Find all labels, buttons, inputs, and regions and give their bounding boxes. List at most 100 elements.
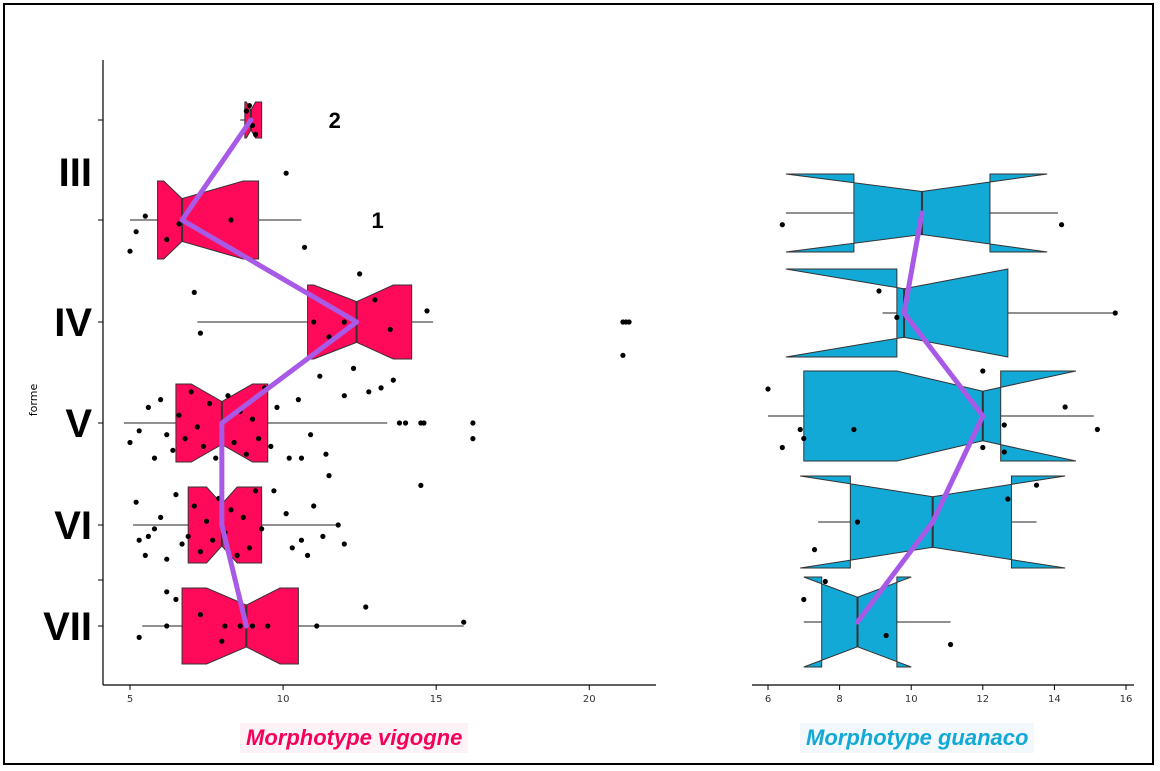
left-data-point xyxy=(470,420,476,426)
right-data-point xyxy=(851,426,857,433)
right-panel: 6 8 10 12 14 16 xyxy=(752,173,1134,705)
right-data-point xyxy=(894,314,900,320)
left-data-point xyxy=(173,596,179,603)
left-data-point xyxy=(246,103,253,109)
left-data-point xyxy=(164,623,170,629)
right-data-point xyxy=(876,288,882,294)
right-data-point xyxy=(801,435,807,442)
left-data-point xyxy=(176,412,182,418)
left-data-point xyxy=(191,503,197,509)
right-data-point xyxy=(854,519,861,525)
left-data-point xyxy=(133,499,139,505)
right-x-tick-label: 10 xyxy=(905,694,918,705)
left-data-point xyxy=(620,352,626,358)
left-data-point xyxy=(142,213,148,219)
left-data-point xyxy=(219,638,225,644)
left-data-point xyxy=(255,436,262,442)
right-data-point xyxy=(1033,482,1040,488)
left-x-tick-label: 20 xyxy=(583,694,596,705)
left-data-point xyxy=(286,455,292,461)
right-data-point xyxy=(779,444,785,451)
right-data-point xyxy=(1005,496,1011,502)
left-data-point xyxy=(158,397,164,403)
left-data-point xyxy=(210,537,216,543)
left-data-point xyxy=(240,514,246,521)
left-data-point xyxy=(320,533,326,540)
right-x-tick-label: 6 xyxy=(765,694,771,705)
group-label: V xyxy=(65,402,92,446)
right-box xyxy=(785,268,1009,358)
left-data-point xyxy=(225,393,231,399)
left-data-point xyxy=(237,623,243,629)
left-data-point xyxy=(158,514,164,521)
right-x-tick-label: 16 xyxy=(1120,694,1133,705)
left-data-point xyxy=(301,244,308,250)
group-label: VII xyxy=(43,605,92,649)
left-data-point xyxy=(222,623,228,629)
left-data-point xyxy=(341,541,347,547)
left-data-point xyxy=(265,623,271,629)
left-data-point xyxy=(402,420,409,426)
right-x-tick-label: 12 xyxy=(976,694,989,705)
left-data-point xyxy=(191,289,197,295)
left-data-point xyxy=(289,545,295,551)
right-data-point xyxy=(765,386,771,392)
right-x-tick-label: 14 xyxy=(1048,694,1061,705)
left-data-point xyxy=(164,589,170,595)
right-median-trend-line xyxy=(855,210,986,625)
left-data-point xyxy=(295,397,301,403)
right-data-point xyxy=(1112,310,1118,316)
left-data-point xyxy=(249,122,256,128)
left-data-point xyxy=(326,334,332,340)
right-data-point xyxy=(797,426,803,433)
right-data-point xyxy=(779,222,785,228)
left-data-point xyxy=(179,541,185,547)
left-data-point xyxy=(249,416,256,422)
left-data-point xyxy=(341,393,347,399)
right-box xyxy=(785,173,1048,253)
left-data-point xyxy=(228,217,234,223)
group-label: IV xyxy=(54,301,92,345)
left-x-tick-label: 15 xyxy=(430,694,443,705)
left-group-note: 2 xyxy=(329,108,341,133)
left-data-point xyxy=(252,131,259,137)
left-data-point xyxy=(194,424,200,430)
left-data-point xyxy=(317,373,323,379)
left-data-point xyxy=(341,319,347,325)
left-data-point xyxy=(231,439,237,446)
left-data-point xyxy=(197,330,204,336)
right-data-point xyxy=(822,578,828,585)
left-data-point xyxy=(234,552,240,559)
left-data-point xyxy=(176,221,182,227)
left-data-point xyxy=(127,248,133,254)
left-data-point xyxy=(311,319,317,325)
left-data-point xyxy=(249,623,256,629)
right-data-point xyxy=(1062,404,1068,410)
left-data-point xyxy=(461,619,467,625)
left-data-point xyxy=(228,507,234,513)
left-data-point xyxy=(200,443,207,449)
left-x-tick-label: 5 xyxy=(127,694,133,705)
left-data-point xyxy=(145,404,151,410)
left-box xyxy=(157,180,260,260)
left-data-point xyxy=(470,436,476,442)
right-data-point xyxy=(801,596,807,603)
left-data-point xyxy=(314,623,320,629)
right-data-point xyxy=(1058,222,1065,228)
left-data-point xyxy=(151,455,158,461)
left-data-point xyxy=(357,271,363,277)
left-median-trend-line xyxy=(179,117,360,629)
left-data-point xyxy=(396,420,403,426)
right-box xyxy=(803,370,1076,462)
left-data-point xyxy=(185,533,191,540)
left-panel: forme III IV V VI VII 5 10 15 20 2 1 xyxy=(27,60,656,705)
left-data-point xyxy=(424,308,430,314)
right-data-point xyxy=(980,444,986,451)
left-data-point xyxy=(164,236,170,243)
left-data-point xyxy=(259,526,265,532)
left-data-point xyxy=(182,436,188,442)
left-data-point xyxy=(203,518,210,524)
left-data-point xyxy=(268,443,274,449)
left-data-point xyxy=(145,533,151,540)
